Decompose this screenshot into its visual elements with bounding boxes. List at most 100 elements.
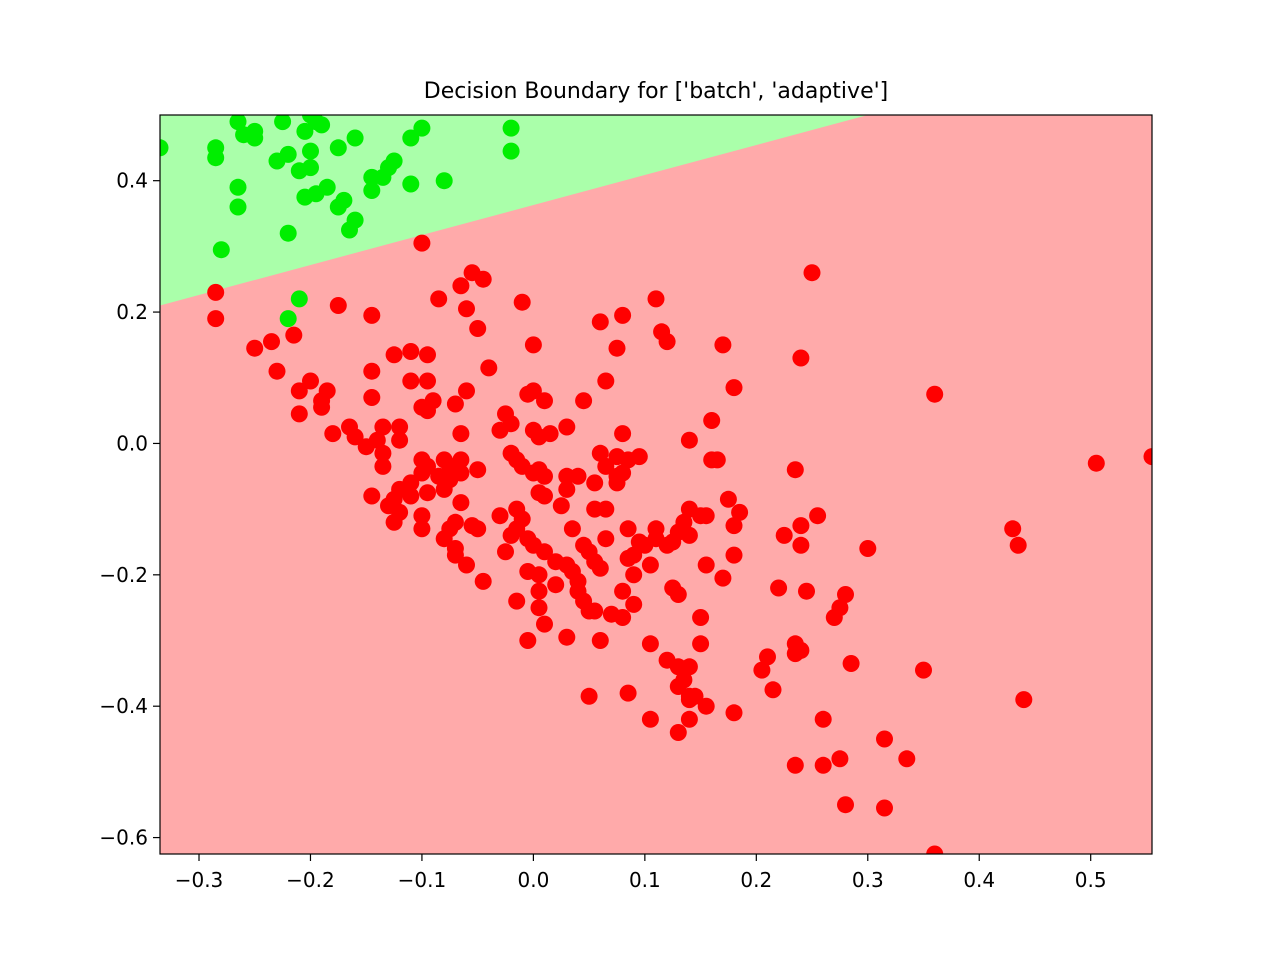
data-point-series-0-11: [313, 116, 331, 134]
data-point-series-1-228: [697, 697, 715, 715]
data-point-series-1-180: [625, 566, 643, 584]
data-point-series-1-161: [636, 536, 654, 554]
data-point-series-0-18: [302, 142, 319, 160]
data-point-series-1-118: [552, 497, 570, 515]
x-tick-label: −0.1: [398, 868, 447, 892]
chart-title: Decision Boundary for ['batch', 'adaptiv…: [424, 79, 888, 104]
data-point-series-1-140: [619, 520, 637, 538]
data-point-series-1-212: [792, 641, 810, 659]
data-point-series-1-219: [915, 661, 932, 679]
data-point-series-1-183: [547, 576, 565, 594]
data-point-series-1-138: [469, 520, 487, 538]
data-point-series-0-15: [402, 129, 420, 147]
x-tick-label: 0.3: [852, 868, 884, 892]
data-point-series-1-169: [625, 546, 643, 564]
data-point-series-1-115: [719, 490, 737, 508]
data-point-series-1-56: [374, 418, 392, 436]
data-point-series-1-242: [926, 845, 944, 854]
data-point-series-1-27: [792, 349, 810, 367]
x-tick-label: 0.4: [963, 868, 995, 892]
data-point-series-1-213: [759, 648, 776, 666]
data-point-series-1-144: [413, 520, 431, 538]
data-point-series-1-128: [413, 507, 431, 525]
data-point-series-1-190: [669, 586, 687, 603]
data-point-series-1-53: [703, 412, 721, 429]
data-point-series-1-15: [469, 320, 487, 337]
data-point-series-1-218: [753, 661, 771, 679]
x-tick-label: −0.2: [286, 868, 335, 892]
x-tick-label: −0.3: [175, 868, 224, 892]
data-point-series-1-69: [680, 431, 698, 449]
y-tick-label: 0.0: [116, 431, 148, 455]
data-point-series-1-91: [1087, 454, 1105, 472]
data-point-series-1-191: [798, 582, 815, 600]
data-point-series-1-3: [474, 270, 492, 288]
data-point-series-1-237: [786, 756, 804, 774]
data-point-series-1-105: [608, 474, 626, 492]
data-point-series-1-97: [536, 467, 553, 485]
data-point-series-1-124: [809, 507, 827, 525]
data-point-series-0-14: [346, 129, 364, 147]
data-point-series-1-48: [313, 398, 331, 416]
data-point-series-1-7: [647, 290, 665, 308]
data-point-series-1-4: [452, 277, 470, 295]
data-point-series-1-173: [697, 556, 715, 574]
data-point-series-1-181: [714, 569, 732, 587]
data-point-series-1-205: [558, 628, 576, 646]
data-point-series-1-207: [591, 632, 609, 649]
data-point-series-1-117: [452, 494, 470, 512]
data-point-series-1-104: [586, 474, 604, 492]
data-point-series-1-62: [614, 425, 632, 443]
data-point-series-0-34: [229, 198, 247, 216]
data-point-series-1-232: [680, 710, 698, 728]
data-point-series-1-24: [402, 343, 420, 360]
data-point-series-0-38: [341, 221, 358, 239]
scatter-points: [160, 115, 1152, 854]
x-tick-label: 0.0: [517, 868, 549, 892]
data-point-series-1-13: [614, 306, 632, 324]
y-tick-label: −0.4: [99, 694, 148, 718]
data-point-series-0-7: [274, 115, 292, 131]
data-point-series-1-206: [519, 632, 537, 649]
data-point-series-1-18: [285, 326, 303, 344]
data-point-series-1-40: [519, 385, 537, 403]
data-point-series-1-25: [385, 346, 403, 364]
data-point-series-1-239: [831, 750, 849, 768]
data-point-series-1-22: [246, 339, 264, 357]
data-point-series-1-57: [391, 418, 409, 436]
data-point-series-1-82: [374, 457, 392, 475]
data-point-series-1-185: [770, 579, 788, 597]
data-point-series-1-134: [725, 517, 743, 535]
x-tick-label: 0.2: [740, 868, 772, 892]
data-point-series-1-227: [680, 691, 698, 709]
data-point-series-1-99: [569, 467, 587, 485]
x-tick-label: 0.5: [1075, 868, 1107, 892]
data-point-series-1-90: [786, 461, 804, 479]
data-point-series-1-10: [458, 300, 475, 318]
data-point-series-0-29: [363, 182, 381, 199]
y-tick-label: −0.2: [99, 563, 148, 587]
data-point-series-1-162: [859, 540, 877, 557]
data-point-series-1-68: [541, 425, 559, 443]
data-point-series-0-6: [246, 129, 264, 147]
plot-frame: [159, 114, 1153, 855]
data-point-series-1-175: [591, 559, 609, 577]
data-point-series-1-108: [419, 484, 436, 502]
data-point-series-1-17: [658, 333, 676, 351]
data-point-series-1-71: [374, 444, 392, 462]
data-point-series-0-28: [318, 178, 336, 196]
data-point-series-1-42: [363, 389, 381, 406]
y-tick-label: −0.6: [99, 826, 148, 850]
data-point-series-1-241: [876, 799, 893, 817]
data-point-series-1-197: [530, 599, 548, 617]
x-tick-label: 0.1: [629, 868, 661, 892]
data-point-series-0-33: [229, 178, 247, 196]
data-point-series-1-107: [435, 480, 453, 498]
data-point-series-1-226: [619, 684, 637, 702]
data-point-series-1-233: [814, 710, 832, 728]
data-point-series-1-0: [413, 234, 431, 252]
data-point-series-1-222: [764, 681, 782, 699]
data-point-series-0-17: [268, 152, 286, 170]
data-point-series-1-192: [837, 586, 854, 603]
data-point-series-1-114: [536, 487, 553, 505]
